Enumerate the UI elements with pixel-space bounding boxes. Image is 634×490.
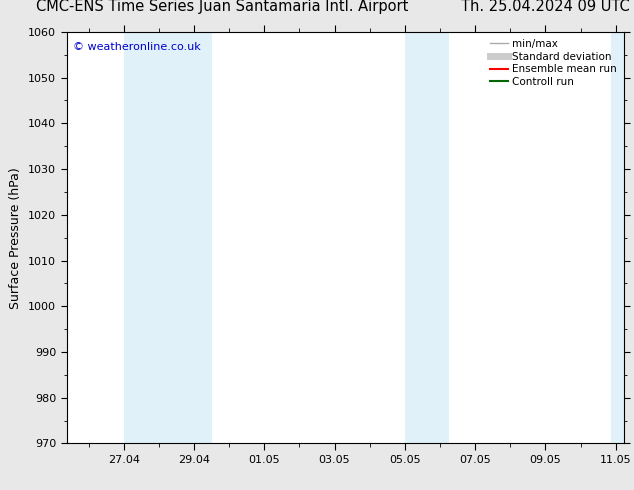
Legend: min/max, Standard deviation, Ensemble mean run, Controll run: min/max, Standard deviation, Ensemble me…	[488, 37, 619, 89]
Bar	[405, 32, 449, 443]
Text: Th. 25.04.2024 09 UTC: Th. 25.04.2024 09 UTC	[461, 0, 630, 14]
Bar	[124, 32, 212, 443]
Bar	[611, 32, 624, 443]
Text: © weatheronline.co.uk: © weatheronline.co.uk	[74, 42, 201, 52]
Text: CMC-ENS Time Series Juan Santamaría Intl. Airport: CMC-ENS Time Series Juan Santamaría Intl…	[36, 0, 408, 14]
Y-axis label: Surface Pressure (hPa): Surface Pressure (hPa)	[10, 167, 22, 309]
